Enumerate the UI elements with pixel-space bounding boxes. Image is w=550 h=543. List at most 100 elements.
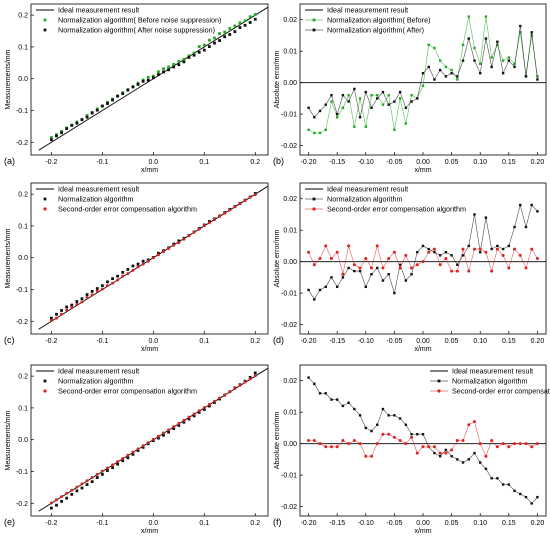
- data-point: [444, 451, 448, 455]
- y-tick-label: 0.00: [283, 441, 297, 448]
- x-tick-label: -0.15: [329, 520, 345, 527]
- data-point: [233, 30, 237, 34]
- panel-label: (c): [4, 335, 15, 345]
- data-point: [100, 104, 104, 108]
- data-point: [484, 216, 488, 219]
- y-tick-label: 0.1: [18, 44, 28, 51]
- data-point: [80, 482, 84, 486]
- y-tick-label: 0.1: [18, 405, 28, 412]
- data-point: [55, 134, 58, 138]
- data-point: [233, 205, 237, 209]
- data-point: [416, 97, 419, 100]
- x-tick-label: -0.05: [386, 520, 402, 527]
- x-tick-label: 0.1: [199, 520, 209, 527]
- y-tick-label: 0.00: [283, 259, 297, 266]
- data-point: [398, 439, 402, 442]
- data-point: [329, 257, 333, 260]
- data-point: [192, 51, 196, 55]
- legend-swatch: [43, 18, 47, 22]
- data-point: [243, 23, 247, 27]
- data-point: [404, 442, 408, 446]
- x-tick-label: -0.1: [96, 520, 108, 527]
- data-point: [70, 124, 74, 127]
- legend-label: Ideal measurement result: [452, 367, 533, 376]
- x-tick-label: 0.00: [416, 338, 430, 345]
- x-tick-label: -0.20: [301, 520, 317, 527]
- y-tick-label: -0.2: [16, 501, 28, 508]
- data-point: [456, 78, 459, 81]
- data-point: [398, 97, 402, 100]
- data-point: [157, 251, 160, 255]
- data-point: [162, 433, 165, 437]
- data-point: [352, 439, 356, 442]
- data-point: [513, 65, 516, 69]
- data-point: [410, 435, 414, 439]
- data-point: [167, 65, 171, 69]
- data-point: [167, 246, 171, 250]
- x-axis-label: x/mm: [414, 167, 431, 174]
- data-point: [364, 454, 368, 458]
- data-point: [75, 300, 79, 303]
- data-point: [461, 43, 465, 47]
- data-point: [358, 269, 362, 273]
- data-point: [121, 92, 125, 96]
- plot-frame: [30, 364, 269, 517]
- data-point: [535, 442, 539, 446]
- data-point: [490, 477, 493, 480]
- y-tick-label: 0.2: [18, 374, 28, 381]
- data-point: [218, 396, 222, 400]
- legend-swatch: [437, 379, 441, 383]
- y-tick-label: 0.0: [18, 76, 28, 83]
- data-point: [136, 447, 140, 451]
- data-point: [370, 266, 374, 270]
- data-point: [60, 499, 63, 503]
- legend-swatch: [43, 207, 47, 211]
- data-point: [248, 15, 252, 19]
- data-point: [358, 266, 362, 270]
- data-point: [54, 498, 58, 502]
- data-point: [501, 59, 505, 62]
- data-point: [162, 67, 165, 71]
- data-point: [248, 195, 252, 199]
- data-point: [126, 453, 130, 457]
- data-point: [501, 253, 505, 257]
- legend-label: Normalization algorithm( Before noise su…: [58, 16, 221, 25]
- data-point: [387, 432, 391, 436]
- y-tick-label: -0.01: [281, 291, 297, 298]
- series-1: [307, 24, 539, 119]
- data-point: [157, 436, 160, 440]
- legend-label: Ideal measurement result: [58, 6, 139, 15]
- data-point: [141, 444, 145, 448]
- data-point: [438, 68, 442, 72]
- data-point: [105, 284, 109, 288]
- data-point: [490, 247, 493, 251]
- data-point: [530, 502, 533, 505]
- plot-area: [38, 367, 268, 512]
- data-point: [55, 503, 58, 507]
- series-line: [308, 203, 538, 300]
- data-point: [341, 404, 345, 408]
- x-tick-label: 0.2: [250, 520, 260, 527]
- data-point: [121, 274, 125, 278]
- data-point: [162, 431, 166, 435]
- data-point: [49, 316, 53, 320]
- data-point: [519, 492, 522, 496]
- data-point: [479, 251, 482, 254]
- data-point: [95, 476, 99, 479]
- data-point: [461, 59, 465, 62]
- x-tick-label: 0.1: [199, 338, 209, 345]
- data-point: [438, 254, 442, 257]
- series-line: [308, 25, 538, 118]
- data-point: [213, 36, 216, 40]
- data-point: [330, 276, 333, 279]
- x-tick-label: -0.2: [45, 159, 57, 166]
- data-point: [85, 483, 89, 486]
- data-point: [253, 371, 257, 375]
- data-point: [197, 410, 201, 414]
- data-point: [433, 251, 436, 254]
- data-point: [192, 412, 196, 416]
- data-point: [253, 13, 257, 16]
- y-tick-label: -0.2: [16, 140, 28, 147]
